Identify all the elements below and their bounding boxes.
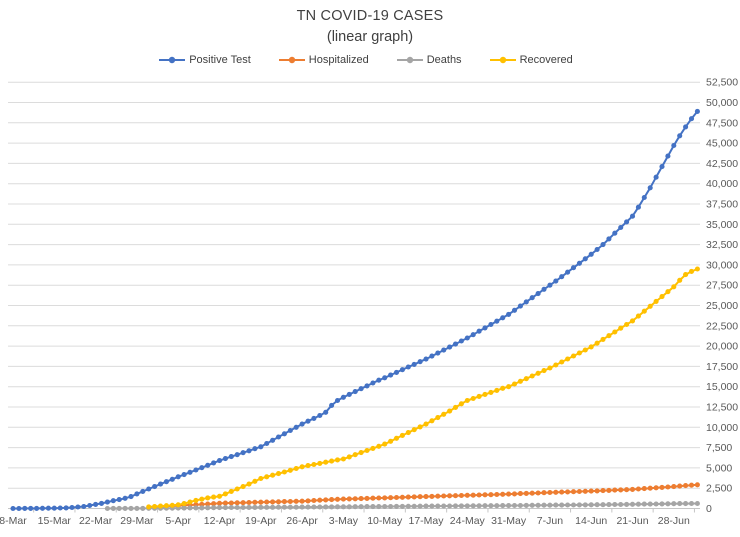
x-axis-label: 8-Mar xyxy=(0,515,27,527)
y-axis-label: 42,500 xyxy=(706,158,738,170)
y-axis-label: 25,000 xyxy=(706,300,738,312)
legend-item-positive-test: Positive Test xyxy=(159,54,251,66)
legend-marker-recovered xyxy=(489,56,516,64)
y-axis-label: 40,000 xyxy=(706,178,738,190)
legend-label-recovered: Recovered xyxy=(519,54,573,66)
legend-item-deaths: Deaths xyxy=(396,54,462,66)
x-axis-label: 28-Jun xyxy=(658,515,690,527)
x-axis-label: 5-Apr xyxy=(165,515,191,527)
y-axis-label: 12,500 xyxy=(706,402,738,414)
y-axis-label: 5,000 xyxy=(706,462,732,474)
y-axis-label: 37,500 xyxy=(706,199,738,211)
legend-marker-hospitalized xyxy=(278,56,305,64)
x-axis-label: 12-Apr xyxy=(204,515,236,527)
x-axis-label: 17-May xyxy=(408,515,444,527)
y-axis-label: 52,500 xyxy=(706,77,738,89)
y-axis-label: 7,500 xyxy=(706,442,732,454)
y-axis-label: 0 xyxy=(706,503,712,515)
legend-label-deaths: Deaths xyxy=(426,54,462,66)
legend-marker-positive-test xyxy=(159,56,186,64)
y-axis-label: 20,000 xyxy=(706,341,738,353)
series-hospitalized xyxy=(152,482,700,510)
x-axis-label: 26-Apr xyxy=(286,515,318,527)
gridlines xyxy=(8,81,700,509)
legend-item-recovered: Recovered xyxy=(489,54,573,66)
y-axis-label: 47,500 xyxy=(706,117,738,129)
x-axis-label: 24-May xyxy=(450,515,486,527)
y-axis-label: 17,500 xyxy=(706,361,738,373)
y-axis-label: 10,000 xyxy=(706,422,738,434)
legend: Positive Test Hospitalized Deaths Recovered xyxy=(0,52,732,68)
x-axis-label: 29-Mar xyxy=(120,515,154,527)
y-axis-label: 2,500 xyxy=(706,483,732,495)
x-axis-label: 3-May xyxy=(329,515,359,527)
legend-item-hospitalized: Hospitalized xyxy=(278,54,369,66)
x-axis-labels: 8-Mar 15-Mar 22-Mar 29-Mar 5-Apr 12-Apr 19-Apr… xyxy=(0,508,695,527)
series-recovered xyxy=(146,266,700,510)
legend-label-positive-test: Positive Test xyxy=(189,54,251,66)
legend-label-hospitalized: Hospitalized xyxy=(308,54,369,66)
y-axis-label: 22,500 xyxy=(706,320,738,332)
y-axis-label: 45,000 xyxy=(706,138,738,150)
chart-subtitle: (linear graph) xyxy=(326,29,414,45)
y-axis-label: 15,000 xyxy=(706,381,738,393)
x-axis-label: 19-Apr xyxy=(245,515,277,527)
x-axis-label: 22-Mar xyxy=(79,515,113,527)
x-axis-label: 31-May xyxy=(491,515,527,527)
x-axis-label: 21-Jun xyxy=(616,515,648,527)
chart-title: TN COVID-19 CASES xyxy=(296,8,444,24)
y-axis-label: 27,500 xyxy=(706,280,738,292)
y-axis-label: 32,500 xyxy=(706,239,738,251)
x-axis-label: 15-Mar xyxy=(38,515,72,527)
x-axis-label: 7-Jun xyxy=(537,515,563,527)
x-axis-label: 14-Jun xyxy=(575,515,607,527)
y-axis-label: 30,000 xyxy=(706,259,738,271)
y-axis-label: 35,000 xyxy=(706,219,738,231)
x-axis-label: 10-May xyxy=(367,515,403,527)
y-axis-labels: 0 2,500 5,000 7,500 10,000 12,500 15,000 17,500… xyxy=(706,77,738,515)
series-positive-test xyxy=(10,108,700,512)
legend-marker-deaths xyxy=(396,56,423,64)
series-deaths xyxy=(104,500,700,512)
y-axis-label: 50,000 xyxy=(706,97,738,109)
